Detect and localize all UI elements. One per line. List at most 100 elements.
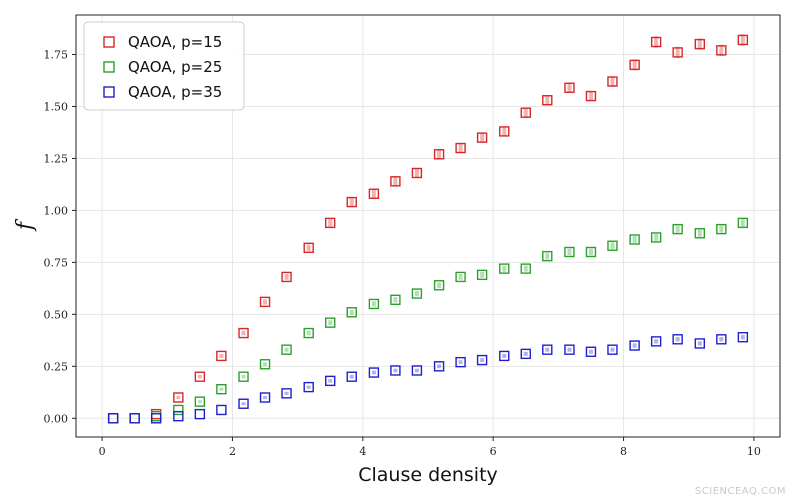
data-point	[433, 361, 445, 372]
data-point	[455, 142, 466, 154]
data-point	[216, 350, 227, 362]
data-point	[259, 392, 271, 403]
data-point	[542, 344, 553, 355]
y-tick-label: 0.00	[44, 412, 69, 425]
data-point	[476, 269, 488, 281]
data-point	[499, 263, 510, 274]
data-point	[672, 334, 683, 345]
data-point	[564, 246, 575, 258]
data-point	[173, 392, 184, 403]
data-point	[325, 375, 336, 387]
data-point	[368, 298, 380, 310]
data-point	[346, 196, 357, 208]
data-point	[585, 246, 597, 258]
y-tick-label: 1.00	[44, 204, 69, 217]
data-point	[411, 288, 423, 299]
data-point	[737, 34, 749, 46]
data-point	[368, 367, 380, 378]
grid-lines	[76, 15, 780, 437]
data-point	[303, 381, 314, 393]
data-point	[499, 350, 510, 362]
data-point	[173, 404, 184, 416]
data-point	[325, 317, 336, 328]
data-point	[368, 188, 380, 199]
axis-ticks: 0 2 4 6 8 10 0.00 0.25 0.50 0.75 1.00 1.25 1.50 1.75	[44, 48, 761, 458]
data-point	[716, 45, 727, 56]
legend-marker	[103, 36, 115, 48]
data-point	[346, 307, 357, 318]
data-point	[259, 296, 271, 308]
y-tick-label: 0.50	[44, 308, 69, 321]
data-point	[499, 126, 510, 137]
legend-label: QAOA, p=25	[128, 58, 222, 76]
data-point	[694, 228, 706, 239]
y-tick-label: 0.75	[44, 256, 69, 269]
watermark: SCIENCEAQ.COM	[695, 486, 786, 497]
data-point	[716, 223, 727, 235]
data-point	[238, 371, 249, 382]
x-tick-label: 6	[490, 445, 497, 458]
series-2	[107, 217, 749, 424]
data-point	[672, 47, 683, 58]
data-point	[607, 240, 618, 251]
data-point	[411, 365, 423, 376]
data-point	[194, 408, 206, 420]
y-tick-label: 1.50	[44, 100, 69, 113]
data-point	[737, 332, 749, 343]
data-point	[629, 234, 640, 245]
data-point	[433, 149, 445, 160]
data-point	[629, 59, 640, 71]
data-point	[216, 383, 227, 395]
x-tick-label: 10	[747, 445, 761, 458]
data-point	[585, 346, 597, 357]
plot-area-frame	[75, 14, 781, 438]
data-point	[650, 232, 662, 243]
data-point	[281, 271, 292, 283]
data-point	[694, 38, 706, 50]
data-point	[694, 338, 706, 349]
data-point	[520, 107, 531, 118]
data-point	[476, 132, 488, 143]
x-tick-label: 8	[620, 445, 627, 458]
data-point	[194, 371, 206, 382]
data-point	[542, 250, 553, 262]
legend-box	[83, 21, 245, 111]
data-point	[173, 411, 184, 422]
data-point	[520, 348, 531, 360]
data-point	[476, 354, 488, 366]
series-3	[107, 332, 749, 424]
y-tick-label: 1.75	[44, 48, 69, 61]
x-axis-label: Clause density	[358, 464, 498, 486]
y-tick-label: 0.25	[44, 360, 69, 373]
y-axis-label: f	[13, 218, 38, 232]
data-point	[455, 356, 466, 368]
data-point	[585, 90, 597, 102]
data-point	[150, 413, 162, 424]
legend-marker	[103, 61, 115, 73]
data-point	[650, 336, 662, 347]
data-point	[107, 413, 119, 424]
legend: QAOA, p=15 QAOA, p=25 QAOA, p=35	[83, 21, 245, 111]
data-point	[325, 217, 336, 229]
data-point	[455, 271, 466, 283]
data-point	[650, 36, 662, 48]
data-point	[607, 344, 618, 355]
data-point	[281, 388, 292, 399]
data-point	[716, 334, 727, 345]
data-point	[346, 371, 357, 382]
y-tick-label: 1.25	[44, 152, 69, 165]
data-point	[150, 411, 162, 422]
data-point	[238, 327, 249, 339]
data-point	[194, 396, 206, 407]
data-point	[129, 413, 140, 424]
data-point	[564, 344, 575, 355]
data-point	[216, 404, 227, 416]
series-1	[107, 34, 749, 424]
data-point	[303, 327, 314, 339]
data-point	[390, 365, 401, 376]
data-point	[238, 398, 249, 409]
x-tick-label: 4	[359, 445, 366, 458]
data-point	[259, 359, 271, 370]
legend-label: QAOA, p=15	[128, 33, 222, 51]
data-point	[607, 76, 618, 87]
